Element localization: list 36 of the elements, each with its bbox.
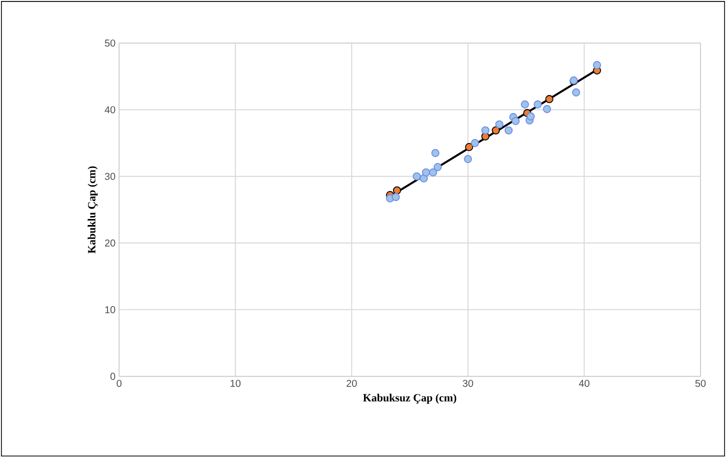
point — [412, 172, 421, 180]
y-tick-label: 50 — [104, 39, 116, 46]
x-tick-label: 10 — [230, 380, 241, 387]
y-tick-label: 20 — [105, 239, 116, 246]
point — [464, 154, 472, 163]
point — [504, 126, 513, 134]
y-tick-label: 0 — [110, 372, 116, 380]
point — [512, 116, 520, 125]
point — [520, 100, 529, 108]
x-tick-label: 0 — [116, 380, 122, 387]
point — [470, 138, 479, 147]
x-axis-title: Kabuksuz Çap (cm) — [363, 394, 456, 404]
point — [526, 112, 535, 120]
point — [492, 126, 500, 134]
point — [481, 126, 490, 134]
point — [392, 192, 400, 201]
point — [429, 168, 438, 176]
point — [592, 60, 602, 69]
point — [534, 100, 542, 108]
point — [431, 148, 440, 157]
y-tick-label: 30 — [104, 172, 116, 180]
point — [495, 120, 504, 128]
y-tick-label: 40 — [104, 106, 116, 114]
y-tick-label: 10 — [105, 306, 116, 313]
y-axis-title: Kabuklu Çap (cm) — [88, 166, 98, 254]
point — [465, 142, 474, 151]
point — [434, 162, 442, 171]
point — [542, 104, 552, 113]
point — [545, 94, 554, 103]
x-tick-label: 40 — [578, 380, 590, 387]
point — [392, 186, 402, 194]
x-tick-label: 30 — [462, 380, 474, 387]
point — [572, 88, 580, 96]
x-tick-label: 50 — [695, 380, 706, 387]
point — [422, 168, 430, 176]
x-tick-label: 20 — [346, 380, 357, 387]
